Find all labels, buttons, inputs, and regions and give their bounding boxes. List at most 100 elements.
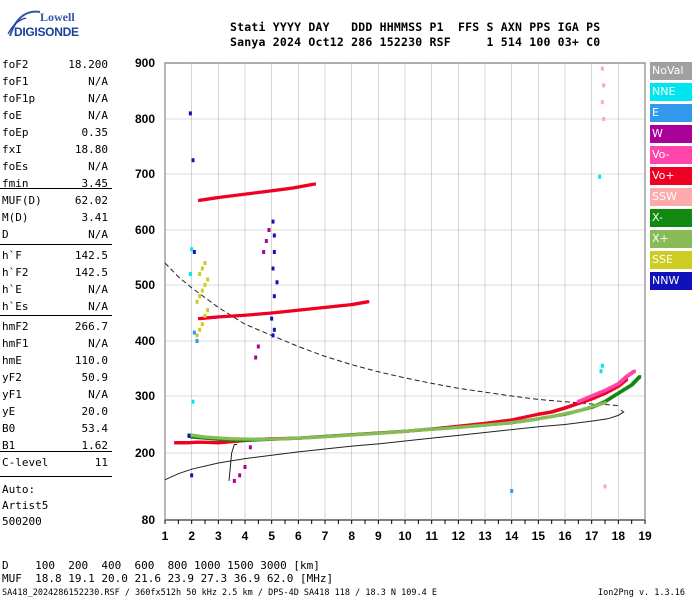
data-point (235, 314, 239, 318)
data-point (600, 402, 604, 406)
data-point (262, 190, 266, 194)
data-point (582, 407, 586, 411)
param-name: h`F2 (2, 266, 29, 279)
param-value: 3.45 (81, 177, 109, 190)
data-point (430, 427, 434, 431)
data-point (254, 437, 258, 441)
param-value: N/A (88, 92, 108, 105)
data-point (275, 310, 279, 315)
param-name: fmin (2, 177, 29, 190)
data-point (510, 488, 514, 493)
data-point (600, 100, 604, 105)
data-point (198, 327, 202, 332)
data-point (211, 196, 215, 200)
data-point (446, 426, 450, 430)
data-point (326, 434, 330, 439)
data-point (295, 185, 299, 189)
data-point (568, 410, 572, 415)
param-name: B1 (2, 439, 16, 452)
data-point (315, 306, 319, 310)
data-point (384, 431, 388, 435)
data-point (187, 433, 191, 438)
param-row: foF2 18.200 (0, 58, 112, 74)
param-name: C-level (2, 456, 49, 469)
data-point (243, 437, 247, 441)
data-point (422, 428, 426, 432)
data-point (318, 435, 322, 439)
data-point (515, 417, 519, 421)
data-point (272, 188, 276, 193)
data-point (475, 424, 479, 428)
data-point (198, 440, 202, 444)
data-point (291, 436, 295, 441)
param-row: hmE 110.0 (0, 354, 112, 370)
data-point (419, 428, 423, 432)
data-point (262, 437, 266, 441)
param-name: yF1 (2, 388, 22, 401)
data-point (214, 196, 219, 200)
data-point (478, 423, 482, 428)
logo-text-lowell: Lowell (40, 10, 75, 24)
data-point (584, 406, 588, 411)
data-point (424, 428, 428, 432)
logo-swoosh-icon (7, 10, 41, 37)
data-point (638, 375, 642, 379)
data-point (310, 182, 314, 187)
data-point (199, 440, 204, 444)
data-point (632, 369, 636, 373)
data-point (230, 314, 234, 318)
data-point (283, 310, 287, 314)
data-point (502, 421, 506, 425)
data-point (515, 420, 519, 424)
param-separator (0, 244, 112, 245)
data-point (267, 311, 271, 315)
data-point (518, 420, 522, 424)
data-point (470, 424, 474, 428)
data-point (331, 304, 335, 309)
param-name: h`F (2, 249, 22, 262)
data-point (214, 436, 218, 440)
data-point (280, 310, 284, 314)
data-point (211, 435, 215, 440)
param-value: N/A (88, 300, 108, 313)
data-point (600, 363, 604, 368)
param-value: 3.41 (81, 211, 109, 224)
data-point (246, 437, 250, 441)
data-point (198, 198, 202, 202)
data-point (595, 403, 599, 407)
data-point (326, 305, 330, 309)
data-point (320, 435, 324, 439)
data-point (414, 428, 418, 433)
data-point (235, 437, 239, 441)
data-point (232, 478, 236, 483)
data-point (347, 433, 351, 437)
x-tick-label: 12 (452, 529, 466, 543)
param-separator (0, 315, 112, 316)
data-point (603, 484, 607, 489)
data-point (248, 445, 252, 450)
profile-curve (164, 409, 625, 481)
data-point (320, 306, 324, 310)
param-row: fmin 3.45 (0, 177, 112, 193)
data-point (192, 433, 196, 438)
data-point (315, 435, 319, 439)
data-point (600, 66, 604, 71)
data-point (248, 437, 252, 441)
param-row: foF1 N/A (0, 75, 112, 91)
param-value: N/A (88, 388, 108, 401)
data-point (336, 434, 340, 438)
data-point (387, 431, 391, 435)
param-value: N/A (88, 228, 108, 241)
y-tick-label: 300 (135, 389, 155, 403)
data-point (224, 194, 228, 199)
legend-item: E (650, 104, 692, 122)
data-point (296, 308, 300, 312)
data-point (299, 308, 303, 312)
data-point (480, 422, 484, 426)
param-value: 0.35 (81, 126, 109, 139)
param-name: h`Es (2, 300, 29, 313)
data-point (294, 308, 298, 313)
data-point (200, 266, 204, 271)
data-point (274, 188, 278, 192)
